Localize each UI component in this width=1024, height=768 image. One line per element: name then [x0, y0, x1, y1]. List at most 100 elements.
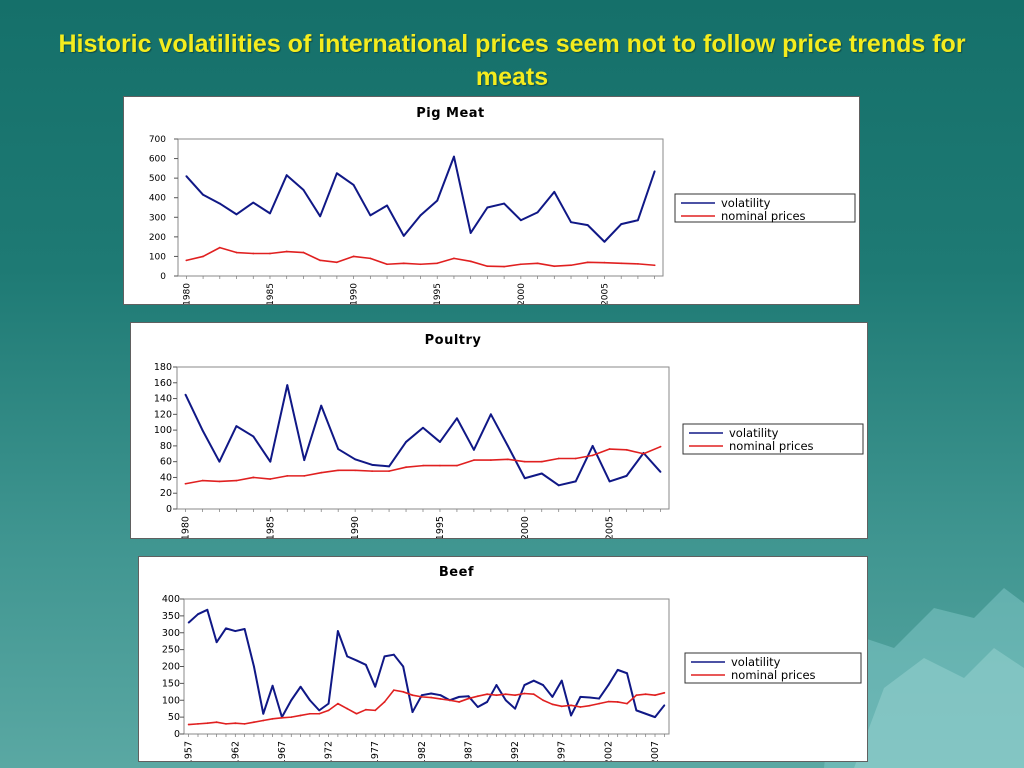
- pig-meat-x-tick-label: 1995: [433, 283, 443, 304]
- beef-volatility-point: [355, 659, 358, 662]
- poultry-volatility-point: [388, 465, 390, 468]
- poultry-volatility-point: [405, 441, 407, 443]
- pig-meat-volatility-point: [269, 212, 271, 215]
- pig-meat-volatility-point: [302, 188, 305, 191]
- beef-volatility-point: [467, 695, 470, 698]
- beef-x-tick-label: 1967: [277, 741, 288, 761]
- poultry-volatility-point: [439, 441, 441, 443]
- poultry-chart-title: Poultry: [425, 333, 482, 348]
- beef-nominal-prices-point: [420, 695, 423, 698]
- beef-volatility-point: [364, 663, 367, 666]
- beef-nominal-prices-point: [504, 693, 507, 696]
- poultry-legend: [682, 423, 864, 455]
- beef-volatility-point: [495, 684, 498, 686]
- pig-meat-volatility-point: [519, 219, 522, 222]
- beef-volatility-point: [253, 665, 255, 668]
- beef-volatility-point: [336, 630, 339, 632]
- poultry-nominal-prices-point: [235, 479, 238, 482]
- poultry-x-tick-label: 1995: [435, 516, 446, 538]
- beef-x-tick-label: 1962: [230, 741, 241, 761]
- beef-legend-volatility-label: volatility: [731, 655, 781, 669]
- poultry-volatility-point: [608, 480, 611, 483]
- beef-nominal-prices-point: [551, 703, 554, 706]
- pig-meat-legend-nominal-prices-label: nominal prices: [721, 209, 806, 223]
- pig-meat-y-tick-label: 100: [149, 252, 166, 262]
- beef-volatility-point: [234, 630, 237, 632]
- pig-meat-x-tick-label: 1980: [182, 283, 192, 304]
- poultry-volatility-point: [557, 484, 560, 487]
- poultry-nominal-prices-point: [388, 470, 390, 473]
- poultry-x-tick-label: 1985: [265, 516, 276, 538]
- beef-nominal-prices-point: [635, 694, 638, 697]
- beef-x-tick-label: 1957: [184, 741, 195, 761]
- beef-y-tick-label: 200: [162, 662, 180, 673]
- beef-nominal-prices-point: [318, 712, 321, 715]
- beef-nominal-prices-point: [411, 694, 414, 697]
- beef-nominal-prices-point: [532, 693, 535, 696]
- beef-nominal-prices-point: [486, 693, 489, 696]
- pig-meat-legend: [674, 193, 856, 223]
- beef-y-tick-label: 350: [162, 611, 180, 622]
- beef-x-tick-label: 1982: [417, 741, 428, 761]
- beef-volatility-line: [187, 608, 666, 719]
- poultry-nominal-prices-point: [286, 474, 289, 477]
- beef-nominal-prices-point: [616, 701, 619, 703]
- pig-meat-nominal-prices-point: [386, 263, 388, 266]
- pig-meat-nominal-prices-point: [269, 252, 271, 255]
- beef-volatility-point: [598, 697, 600, 700]
- poultry-volatility-point: [489, 413, 492, 416]
- poultry-nominal-prices-point: [591, 454, 594, 457]
- beef-nominal-prices-point: [327, 709, 330, 712]
- beef-volatility-point: [458, 695, 461, 698]
- beef-nominal-prices-point: [197, 722, 199, 725]
- poultry-x-tick-label: 1990: [350, 516, 361, 538]
- poultry-volatility-point: [303, 459, 306, 461]
- poultry-volatility-point: [574, 480, 577, 483]
- pig-meat-nominal-prices-point: [285, 250, 288, 253]
- poultry-x-tick-label: 2005: [605, 516, 616, 538]
- beef-x-tick-label: 2007: [650, 741, 661, 761]
- pig-meat-nominal-prices-point: [202, 255, 204, 258]
- beef-volatility-point: [290, 699, 293, 702]
- poultry-nominal-prices-point: [540, 460, 543, 463]
- pig-meat-nominal-prices-point: [553, 265, 556, 268]
- beef-volatility-point: [523, 684, 526, 686]
- beef-nominal-prices-point: [448, 699, 451, 702]
- beef-y-tick-label: 100: [162, 695, 180, 706]
- beef-nominal-prices-point: [281, 716, 283, 719]
- beef-nominal-prices-point: [560, 705, 563, 708]
- poultry-volatility-point: [286, 384, 289, 387]
- pig-meat-nominal-prices-point: [369, 257, 372, 260]
- pig-meat-volatility-point: [202, 193, 204, 196]
- poultry-volatility-line: [184, 384, 662, 487]
- beef-volatility-point: [243, 628, 246, 630]
- poultry-volatility-point: [320, 404, 323, 407]
- beef-volatility-point: [588, 696, 591, 699]
- poultry-nominal-prices-point: [557, 457, 560, 460]
- beef-nominal-prices-point: [215, 721, 218, 724]
- poultry-volatility-point: [659, 471, 662, 473]
- beef-x-tick-label: 1997: [557, 741, 568, 761]
- pig-meat-nominal-prices-point: [637, 262, 639, 265]
- pig-meat-volatility-point: [185, 175, 188, 178]
- poultry-nominal-prices-point: [252, 476, 255, 479]
- beef-nominal-prices-point: [309, 712, 311, 715]
- poultry-nominal-prices-point: [184, 482, 187, 485]
- poultry-nominal-prices-point: [422, 464, 424, 467]
- pig-meat-volatility-point: [285, 174, 288, 177]
- poultry-y-tick-label: 120: [154, 409, 172, 420]
- beef-nominal-prices-point: [262, 719, 265, 722]
- beef-volatility-point: [430, 692, 433, 695]
- poultry-nominal-prices-point: [371, 470, 374, 473]
- poultry-nominal-prices-point: [642, 452, 645, 455]
- beef-legend: [684, 652, 862, 684]
- poultry-volatility-point: [354, 458, 357, 461]
- poultry-nominal-prices-point: [201, 479, 204, 482]
- beef-volatility-point: [225, 627, 227, 630]
- pig-meat-volatility-point: [486, 206, 489, 209]
- poultry-chart: Poultry 0 20 40 60 80 100 120 140 160 180 1980 1985 1…: [130, 322, 868, 539]
- beef-volatility-point: [644, 712, 647, 715]
- pig-meat-y-tick-label: 300: [149, 213, 166, 223]
- beef-volatility-point: [560, 679, 563, 682]
- beef-volatility-point: [318, 709, 321, 712]
